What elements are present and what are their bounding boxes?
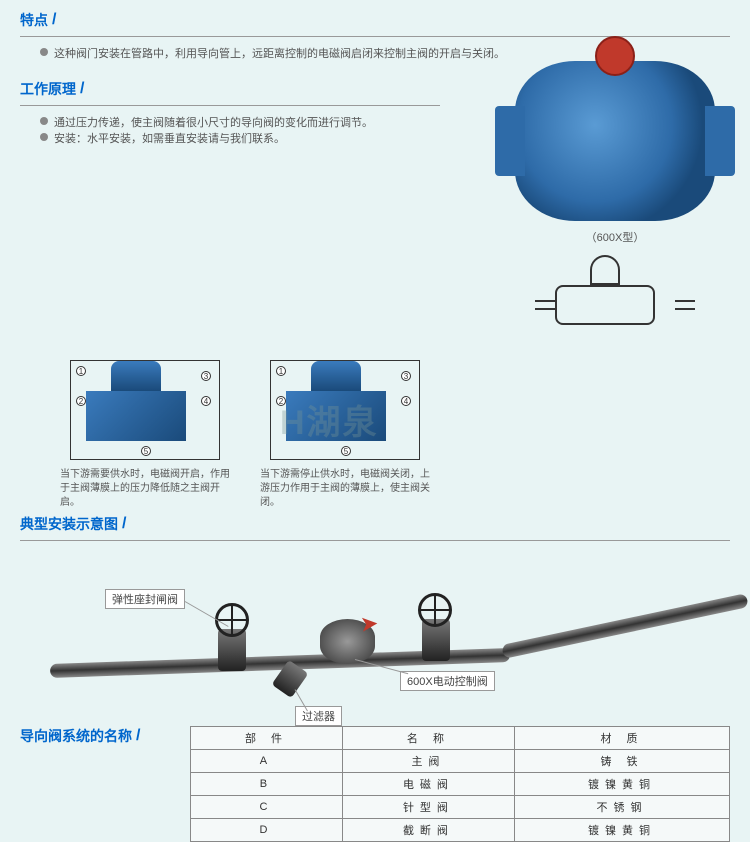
product-photo [515, 61, 715, 221]
callout-3: 过滤器 [295, 706, 342, 726]
product-line-diagram [525, 245, 705, 345]
callout-3-label: 过滤器 [295, 706, 342, 726]
slash-icon: / [52, 11, 56, 29]
schematic-2: 1 2 3 4 5 当下游需停止供水时，电磁阀关闭，上游压力作用于主阀的薄膜上，… [260, 360, 430, 510]
cell: 电磁阀 [342, 773, 514, 796]
cell: 不锈钢 [514, 796, 729, 819]
principle-text-2: 安装：水平安装，如需垂直安装请与我们联系。 [54, 130, 285, 146]
features-header: 特点 / [20, 10, 730, 30]
th-name: 名 称 [342, 727, 514, 750]
table-header-row: 部 件 名 称 材 质 [191, 727, 730, 750]
callout-1: 弹性座封闸阀 [105, 589, 185, 609]
product-model-label: （600X型） [500, 229, 730, 245]
table-section: 导向阀系统的名称 / 部 件 名 称 材 质 A 主阀 铸 铁 B 电磁阀 镀镍… [0, 721, 750, 842]
bullet-icon [40, 48, 48, 56]
handwheel-icon [215, 603, 249, 637]
parts-table: 部 件 名 称 材 质 A 主阀 铸 铁 B 电磁阀 镀镍黄铜 C 针型阀 不锈… [190, 726, 730, 842]
handwheel-icon [418, 593, 452, 627]
cell: D [191, 819, 343, 842]
schematic-2-caption: 当下游需停止供水时，电磁阀关闭，上游压力作用于主阀的薄膜上，使主阀关闭。 [260, 468, 430, 510]
install-section: 典型安装示意图 / ➤ 弹性座封闸阀 600X电动控制阀 过滤器 [0, 510, 750, 721]
bullet-icon [40, 117, 48, 125]
cell: 镀镍黄铜 [514, 819, 729, 842]
principle-title: 工作原理 [20, 79, 76, 99]
cell: 主阀 [342, 750, 514, 773]
principle-bullet-2: 安装：水平安装，如需垂直安装请与我们联系。 [40, 130, 490, 146]
table-title: 导向阀系统的名称 [20, 726, 132, 746]
principle-text-1: 通过压力传递，使主阀随着很小尺寸的导向阀的变化而进行调节。 [54, 114, 373, 130]
schematic-1: 1 2 3 4 5 当下游需要供水时，电磁阀开启，作用于主阀薄膜上的压力降低随之… [60, 360, 230, 510]
product-top-assembly [595, 36, 635, 76]
th-part: 部 件 [191, 727, 343, 750]
principle-header: 工作原理 / [20, 79, 490, 99]
schematic-1-caption: 当下游需要供水时，电磁阀开启，作用于主阀薄膜上的压力降低随之主阀开启。 [60, 468, 230, 510]
schematic-row: 1 2 3 4 5 当下游需要供水时，电磁阀开启，作用于主阀薄膜上的压力降低随之… [0, 360, 750, 510]
bullet-icon [40, 133, 48, 141]
product-image-block: （600X型） [500, 61, 730, 345]
cell: 镀镍黄铜 [514, 773, 729, 796]
callout-2-label: 600X电动控制阀 [400, 671, 495, 691]
divider [20, 105, 440, 106]
table-row: A 主阀 铸 铁 [191, 750, 730, 773]
slash-icon: / [136, 727, 140, 745]
callout-1-label: 弹性座封闸阀 [105, 589, 185, 609]
schematic-2-img: 1 2 3 4 5 [270, 360, 420, 460]
install-header: 典型安装示意图 / [20, 514, 730, 534]
principle-left: 工作原理 / 通过压力传递，使主阀随着很小尺寸的导向阀的变化而进行调节。 安装：… [20, 61, 490, 345]
schematic-1-img: 1 2 3 4 5 [70, 360, 220, 460]
cell: 铸 铁 [514, 750, 729, 773]
pipe-diagram: ➤ 弹性座封闸阀 600X电动控制阀 过滤器 [20, 551, 730, 721]
table-header-block: 导向阀系统的名称 / [20, 726, 180, 746]
pipe-segment [501, 593, 748, 659]
features-title: 特点 [20, 10, 48, 30]
features-text: 这种阀门安装在管路中，利用导向管上，远距离控制的电磁阀启闭来控制主阀的开启与关闭… [54, 45, 505, 61]
divider [20, 540, 730, 541]
table-row: D 截断阀 镀镍黄铜 [191, 819, 730, 842]
features-section: 特点 / 这种阀门安装在管路中，利用导向管上，远距离控制的电磁阀启闭来控制主阀的… [0, 0, 750, 61]
principle-bullet-1: 通过压力传递，使主阀随着很小尺寸的导向阀的变化而进行调节。 [40, 114, 490, 130]
table-row: C 针型阀 不锈钢 [191, 796, 730, 819]
install-title: 典型安装示意图 [20, 514, 118, 534]
cell: B [191, 773, 343, 796]
th-material: 材 质 [514, 727, 729, 750]
table-row: B 电磁阀 镀镍黄铜 [191, 773, 730, 796]
slash-icon: / [80, 80, 84, 98]
callout-2: 600X电动控制阀 [400, 671, 495, 691]
cell: A [191, 750, 343, 773]
principle-row: 工作原理 / 通过压力传递，使主阀随着很小尺寸的导向阀的变化而进行调节。 安装：… [0, 61, 750, 345]
slash-icon: / [122, 515, 126, 533]
cell: C [191, 796, 343, 819]
cell: 截断阀 [342, 819, 514, 842]
handwheel-icon [595, 36, 635, 76]
flow-arrow-icon: ➤ [359, 610, 380, 638]
cell: 针型阀 [342, 796, 514, 819]
